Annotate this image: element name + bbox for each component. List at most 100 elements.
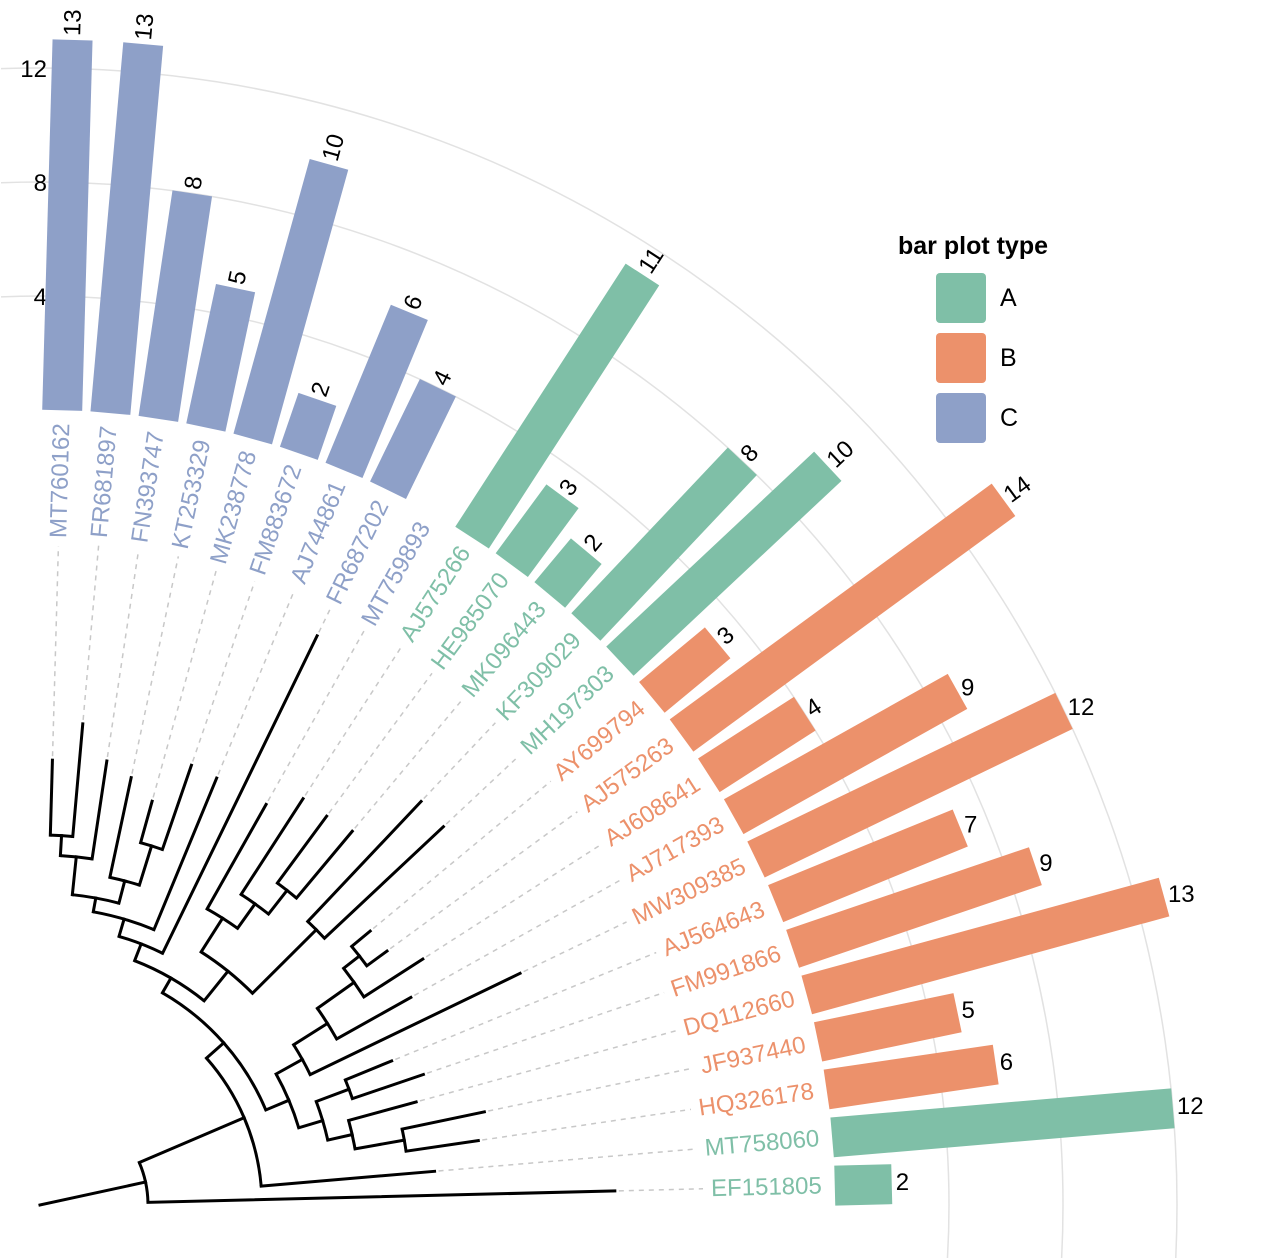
tree-branch [90,759,109,861]
bar-FR687202 [370,378,456,499]
bar-value-label: 12 [1177,1093,1204,1120]
bar-HQ326178 [823,1044,999,1110]
tree-branch [259,1169,437,1188]
tree-branch [305,799,424,924]
tree-branch [205,802,269,911]
leaf-connector [523,921,627,973]
tree-branch [132,941,144,963]
leaf-connector [618,1188,704,1192]
tree-branch [294,829,355,901]
leaf-connector [82,545,100,720]
leaf-labels: MT760162 FR681897 FN393747KT253329MK238778… [45,423,822,1202]
tree-branch [91,896,98,914]
leaf-label: JF937440 [698,1031,808,1079]
tree-branch [274,1057,305,1077]
tick-label-4: 4 [34,284,47,311]
bar-FR681897 [90,42,164,415]
bar-AJ575266 [455,263,660,549]
leaf-connector [191,581,256,762]
bar-AY699794 [639,627,731,713]
leaf-label: KT253329 [167,437,217,551]
leaf-label: MT760162 [45,423,75,538]
tree-branch [138,799,154,845]
legend-label-b: B [1000,343,1017,372]
legend-item-b: B [936,333,1048,383]
grid-arc-8 [0,181,1064,1259]
leaf-label: HQ326178 [697,1078,816,1122]
bar-MT760162 [42,39,93,411]
tree-branch [199,916,225,955]
bar-EF151805 [834,1164,893,1206]
tree-branch [322,824,446,941]
leaf-connector [131,556,180,774]
tree-branch [266,888,290,917]
bar-value-label: 10 [317,131,350,164]
tree-branch [353,1138,407,1151]
tree-branch [151,776,219,932]
tree-branch [137,1115,247,1165]
bar-HE985070 [495,484,579,577]
bar-value-label: 12 [1068,694,1095,721]
tree-branch [361,956,425,999]
bar-AJ717393 [723,673,968,835]
tree-branch [275,814,329,886]
grid-arc-12 [0,67,1178,1259]
leaf-label: FR681897 [86,425,123,539]
tree-branch [315,980,357,1011]
leaf-label: EF151805 [711,1172,822,1202]
tree-branch [137,844,154,887]
legend-item-a: A [936,273,1048,323]
bar-value-label: 2 [306,379,336,400]
leaf-connector [152,570,217,798]
legend-title: bar plot type [898,232,1049,260]
tree-branch [204,1040,226,1061]
tree-branch [117,879,127,905]
tree-branch [341,953,362,971]
bar-value-label: 13 [130,12,159,41]
tree-branch [160,976,173,995]
tree-branch [346,1100,418,1123]
leaf-label: MT758060 [704,1125,821,1162]
legend-label-c: C [1000,403,1019,432]
legend-swatch-a [936,273,986,323]
tree-branch [325,1132,354,1142]
tree-branch [117,917,126,939]
tree-branch [314,1087,351,1104]
legend-item-c: C [936,393,1048,443]
tree-branch [364,948,390,968]
tree-branch [71,722,85,839]
legend-label-a: A [1000,283,1017,312]
legend-swatch-c [936,393,986,443]
leaf-connector [488,1067,694,1112]
bar-KF309029 [571,447,757,641]
bar-value-label: 6 [1000,1049,1013,1076]
bar-AJ608641 [698,696,816,793]
bar-value-label: 8 [180,174,209,191]
leaf-connector [413,879,622,997]
bar-value-label: 7 [964,811,977,838]
tree-branch [343,1058,394,1082]
leaf-connector [328,672,433,814]
leaf-connector [267,630,365,802]
tree-branch [250,927,319,996]
bar-FM991866 [786,847,1042,968]
bar-MT758060 [830,1088,1175,1158]
tree-branch [334,995,413,1041]
bar-value-label: 5 [223,268,252,287]
bar-MW309385 [747,692,1073,878]
bar-FM883672 [279,392,337,460]
bar-KT253329 [186,283,256,432]
bar-FN393747 [138,190,213,422]
bar-DQ112660 [801,877,1170,1015]
leaf-label: FN393747 [126,430,169,545]
leaf-connector [106,550,140,758]
bar-AJ744861 [325,304,428,479]
tree-branch [70,855,78,897]
leaf-connector [426,991,665,1074]
leaf-connector [423,722,496,800]
bar-value-label: 2 [896,1169,909,1196]
leaf-connectors [51,545,704,1192]
tree-branch [350,1072,426,1101]
bar-AJ575263 [669,483,1016,752]
bars [42,39,1175,1206]
